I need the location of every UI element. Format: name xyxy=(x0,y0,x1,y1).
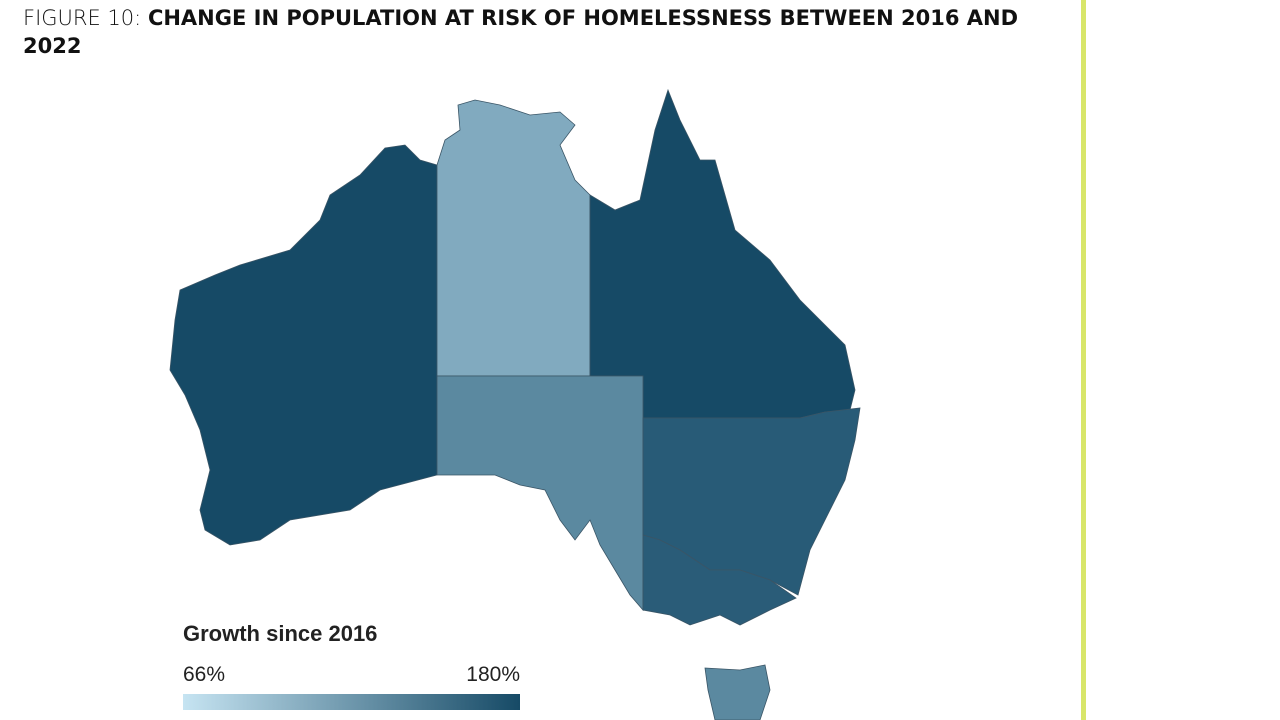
region xyxy=(704,664,771,720)
legend-scale xyxy=(183,694,520,710)
region xyxy=(436,375,644,612)
map: Growth since 2016 66% 180% xyxy=(169,88,861,720)
figure-title: FIGURE 10: CHANGE IN POPULATION AT RISK … xyxy=(23,4,1073,60)
legend-max-label: 180% xyxy=(466,663,520,686)
region xyxy=(589,88,856,419)
region xyxy=(436,99,591,377)
figure-label: FIGURE 10: xyxy=(23,6,142,30)
title-text: CHANGE IN POPULATION AT RISK OF HOMELESS… xyxy=(23,6,1019,58)
legend-title: Growth since 2016 xyxy=(183,621,377,646)
divider xyxy=(1081,0,1086,720)
region xyxy=(642,534,797,626)
legend-min-label: 66% xyxy=(183,663,225,686)
region xyxy=(169,144,438,546)
